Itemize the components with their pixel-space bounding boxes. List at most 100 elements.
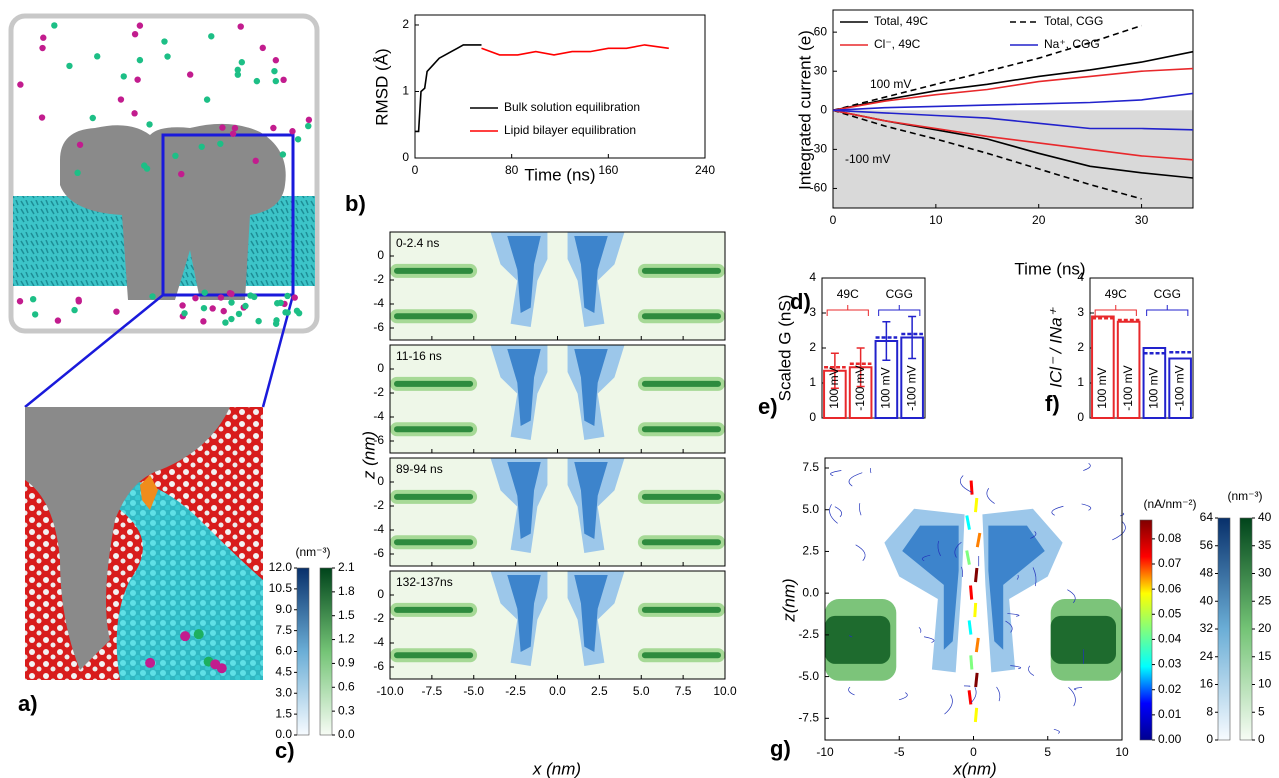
ion bbox=[293, 307, 301, 315]
y-tick-label: -2 bbox=[373, 498, 384, 512]
colorbar-tick-label: 0.3 bbox=[338, 703, 355, 717]
bar-label: -100 mV bbox=[1121, 365, 1135, 410]
colorbar-tick-label: 5 bbox=[1258, 704, 1265, 718]
streamline bbox=[1007, 613, 1020, 617]
lipid-density bbox=[641, 380, 721, 387]
colorbar-tick-label: 0.08 bbox=[1158, 531, 1182, 545]
ion bbox=[136, 22, 144, 29]
simulation-render bbox=[8, 13, 320, 680]
current-streak bbox=[974, 637, 980, 653]
ion bbox=[76, 141, 84, 148]
group-label: CGG bbox=[886, 287, 913, 301]
colorbar-tick-label: 0.01 bbox=[1158, 707, 1182, 721]
series-line bbox=[832, 109, 1194, 161]
ion bbox=[17, 81, 24, 88]
ion-density bbox=[574, 349, 608, 426]
y-tick-label: 0 bbox=[377, 474, 384, 488]
x-axis-label: Time (ns) bbox=[524, 165, 595, 184]
ion bbox=[289, 128, 296, 135]
error-bar bbox=[882, 321, 891, 361]
ion bbox=[149, 293, 156, 300]
series-line bbox=[832, 92, 1194, 112]
ion bbox=[209, 305, 216, 312]
ion bbox=[217, 294, 225, 301]
x-tick-label: 10 bbox=[1115, 745, 1129, 759]
shaded-region bbox=[833, 110, 1193, 208]
ion bbox=[181, 310, 188, 317]
colorbar-tick-label: 0.6 bbox=[338, 679, 355, 693]
y-axis-label: z (nm) bbox=[359, 431, 378, 480]
x-tick-label: -5.0 bbox=[463, 684, 484, 698]
panel-time-label: 132-137ns bbox=[396, 575, 453, 589]
ion-density bbox=[507, 462, 541, 539]
streamline bbox=[923, 636, 935, 643]
y-tick-label: 0 bbox=[820, 102, 827, 116]
y-tick-label: 0 bbox=[377, 361, 384, 375]
streamline bbox=[1016, 574, 1019, 580]
y-tick-label: -5.0 bbox=[798, 669, 819, 683]
colorbar-tick-label: 9.0 bbox=[275, 602, 292, 616]
current-streak bbox=[974, 567, 979, 583]
colorbar-tick-label: 0.04 bbox=[1158, 632, 1182, 646]
colorbar-tick-label: 1.5 bbox=[275, 706, 292, 720]
ion-density bbox=[574, 575, 608, 652]
ion bbox=[208, 33, 215, 40]
ion bbox=[242, 302, 249, 310]
ion bbox=[279, 151, 287, 158]
x-tick-label: -10 bbox=[816, 745, 834, 759]
colorbar-tick-label: 0.06 bbox=[1158, 581, 1182, 595]
y-tick-label: 0 bbox=[377, 587, 384, 601]
bar bbox=[1142, 347, 1167, 419]
ion bbox=[136, 56, 144, 64]
streamline bbox=[829, 504, 838, 524]
current-streak bbox=[973, 497, 979, 513]
x-tick-label: 0 bbox=[412, 163, 419, 177]
bar-label: 100 mV bbox=[1095, 367, 1109, 408]
ion bbox=[270, 124, 277, 132]
panel-time-label: 89-94 ns bbox=[396, 462, 443, 476]
lipid-density bbox=[1050, 615, 1116, 664]
ion bbox=[179, 302, 186, 309]
x-tick-label: 160 bbox=[598, 163, 618, 177]
bar-label: 100 mV bbox=[827, 367, 841, 408]
y-axis-label: ICl⁻ / INa⁺ bbox=[1046, 306, 1065, 387]
bar-label: 100 mV bbox=[1147, 367, 1161, 408]
ion bbox=[40, 34, 47, 41]
streamline bbox=[1112, 521, 1126, 541]
ion bbox=[186, 71, 194, 78]
colorbar-label: (nm⁻³) bbox=[296, 545, 331, 559]
colorbar bbox=[1139, 519, 1153, 741]
bar bbox=[1116, 320, 1141, 419]
legend-label: Bulk solution equilibration bbox=[504, 100, 640, 114]
y-tick-label: -30 bbox=[810, 142, 828, 156]
x-tick-label: 7.5 bbox=[675, 684, 692, 698]
y-tick-label: 3 bbox=[809, 305, 816, 319]
y-tick-label: 30 bbox=[814, 63, 828, 77]
colorbar-tick-label: 7.5 bbox=[275, 623, 292, 637]
colorbar-tick-label: 32 bbox=[1200, 621, 1214, 635]
lipid-density bbox=[641, 652, 721, 659]
colorbar-tick-label: 40 bbox=[1200, 593, 1214, 607]
current-streak bbox=[967, 620, 973, 635]
y-tick-label: -4 bbox=[373, 522, 384, 536]
ion bbox=[180, 631, 191, 642]
ion bbox=[200, 318, 207, 325]
series-line bbox=[832, 50, 1194, 112]
colorbar-tick-label: 0.0 bbox=[338, 727, 355, 741]
ion bbox=[113, 308, 120, 315]
colorbar bbox=[296, 567, 310, 736]
ion bbox=[94, 53, 101, 60]
panel-time-label: 11-16 ns bbox=[396, 349, 442, 363]
lipid-density bbox=[394, 493, 474, 500]
y-tick-label: 2 bbox=[402, 17, 409, 31]
streamline bbox=[1051, 505, 1064, 516]
colorbar-label: (nA/nm⁻²) bbox=[1143, 497, 1196, 511]
ion bbox=[228, 315, 235, 323]
panel-label: a) bbox=[18, 691, 38, 716]
streamline bbox=[1068, 687, 1076, 707]
streamline bbox=[1032, 567, 1037, 587]
current-streak bbox=[969, 480, 974, 495]
ion bbox=[178, 170, 185, 178]
ion bbox=[235, 310, 243, 318]
ion bbox=[134, 76, 141, 83]
